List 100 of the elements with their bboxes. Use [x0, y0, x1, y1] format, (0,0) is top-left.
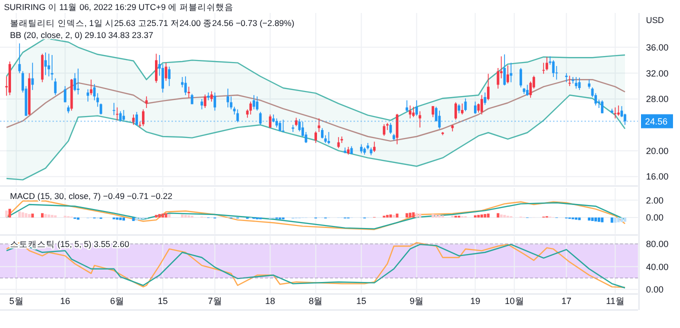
bar	[614, 218, 617, 223]
bar	[610, 218, 614, 223]
candlestick	[259, 112, 262, 126]
bar	[138, 218, 142, 220]
bar	[591, 218, 594, 221]
candlestick	[382, 124, 386, 136]
candlestick	[122, 110, 125, 121]
x-tick-label: 17	[561, 296, 572, 306]
annotation: BB (20, close, 2, 0) 29.10 34.83 23.37	[10, 30, 154, 40]
candlestick	[214, 92, 216, 112]
candlestick	[145, 96, 148, 108]
candlestick	[256, 96, 258, 112]
candlestick	[93, 84, 96, 101]
bar	[624, 218, 626, 222]
candlestick	[119, 110, 122, 122]
candlestick	[506, 64, 510, 84]
bar	[392, 214, 396, 218]
bar	[164, 213, 168, 218]
candlestick	[572, 76, 574, 84]
candlestick	[578, 77, 581, 90]
candlestick	[74, 72, 76, 92]
chart-title: SURIRING 이 11월 06, 2022 16:29 UTC+9 에 퍼블리쉬했음	[4, 2, 234, 12]
bar	[503, 214, 506, 218]
candlestick	[318, 118, 320, 132]
bar	[412, 212, 415, 218]
candlestick	[464, 98, 467, 112]
candlestick	[600, 100, 604, 114]
x-tick-label: 6월	[110, 296, 124, 306]
candlestick	[154, 53, 158, 84]
candlestick	[474, 101, 476, 114]
candlestick	[415, 100, 418, 116]
x-tick-label: 15	[158, 296, 168, 306]
bar	[389, 214, 392, 218]
x-tick-label: 10월	[504, 296, 524, 306]
candlestick	[210, 90, 213, 102]
bar	[617, 218, 620, 222]
bar	[31, 214, 34, 218]
bar	[406, 213, 408, 218]
candlestick	[503, 54, 506, 86]
bar	[119, 218, 122, 220]
candlestick	[268, 114, 272, 128]
candlestick	[328, 132, 330, 145]
bar	[408, 212, 412, 218]
bar	[184, 214, 187, 218]
candlestick	[298, 118, 301, 132]
candlestick	[588, 79, 590, 90]
candlestick	[44, 52, 47, 76]
candlestick	[90, 79, 92, 96]
text: 볼래틸리티 인덱스, 1일 시25.63 고25.71 저24.00 종24.56 −0.73 (−2.89%)	[10, 18, 294, 28]
y-tick-label: 32.00	[646, 68, 669, 78]
bar	[386, 214, 389, 218]
x-tick-label: 7월	[208, 296, 222, 306]
bar	[500, 214, 503, 218]
candlestick	[360, 144, 363, 154]
bar	[486, 214, 490, 218]
x-tick-label: 18	[265, 296, 276, 306]
candlestick	[184, 76, 187, 96]
chart-title: MACD (15, 30, close, 7) −0.49 −0.71 −0.22	[10, 191, 173, 201]
x-tick-label: 16	[60, 296, 70, 306]
candlestick	[574, 76, 578, 90]
candlestick	[18, 42, 21, 74]
bar	[434, 214, 438, 218]
x-tick-label: 15	[356, 296, 366, 306]
y-tick-label: 16.00	[646, 172, 669, 182]
bar	[432, 214, 434, 218]
bar	[161, 214, 164, 218]
bar	[180, 214, 184, 218]
x-tick-label: 5월	[9, 296, 24, 306]
candlestick	[252, 94, 256, 110]
bar	[158, 214, 161, 218]
candlestick	[337, 136, 340, 149]
candlestick	[487, 73, 490, 101]
candlestick	[54, 78, 57, 96]
bar	[588, 218, 590, 221]
candlestick	[31, 62, 34, 90]
candlestick	[458, 104, 460, 114]
y-tick-label: 40.00	[646, 262, 669, 272]
candlestick	[526, 84, 529, 96]
candlestick	[76, 68, 80, 95]
bar	[44, 214, 47, 218]
candlestick	[112, 102, 116, 116]
candlestick	[204, 94, 206, 108]
candlestick	[477, 103, 480, 113]
candlestick	[510, 62, 512, 83]
bar	[168, 214, 171, 218]
x-tick-label: 9월	[410, 296, 424, 306]
candlestick	[168, 66, 171, 86]
bar	[600, 218, 604, 222]
line-series	[6, 94, 626, 180]
bar	[50, 214, 54, 218]
candlestick	[86, 88, 90, 102]
candlestick	[389, 122, 392, 134]
candlestick	[396, 113, 398, 145]
candlestick	[460, 103, 464, 115]
y-tick-label: 20.00	[646, 146, 669, 156]
x-tick-label: 19	[470, 296, 480, 306]
x-tick-label: 11월	[606, 296, 624, 306]
y-tick-label: 28.00	[646, 94, 669, 104]
candlestick	[226, 88, 230, 108]
bar	[496, 213, 500, 218]
